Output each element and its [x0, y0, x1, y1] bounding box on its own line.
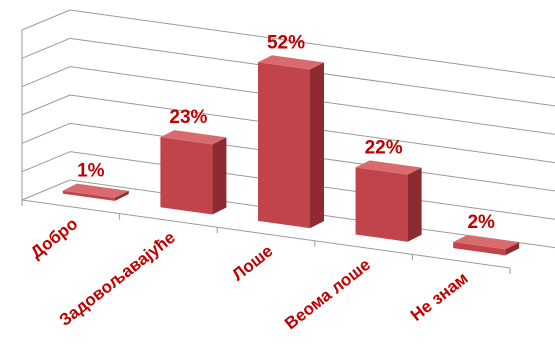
gridline-side	[21, 37, 71, 59]
bar-side-1	[114, 190, 129, 201]
bar-side-3	[310, 62, 324, 229]
gridline-side	[21, 9, 71, 31]
gridline-side	[21, 151, 71, 173]
value-label-2: 23%	[169, 107, 207, 128]
bar-front-3	[258, 62, 310, 229]
value-labels: 1% 23% 52% 22% 2%	[77, 32, 495, 233]
bar-top-4	[355, 160, 422, 175]
value-label-4: 22%	[365, 137, 403, 158]
value-label-3: 52%	[267, 32, 305, 53]
value-label-5: 2%	[467, 212, 495, 233]
gridline-side	[21, 122, 71, 144]
bar-side-4	[407, 167, 422, 242]
chart-bars	[62, 55, 520, 256]
category-label-2: Задовољавајуће	[56, 228, 179, 330]
gridline-side	[21, 94, 71, 116]
bar-top-5	[453, 234, 520, 250]
bar-top-1	[62, 183, 129, 198]
bar-top-2	[160, 130, 227, 145]
category-label-5: Не знам	[407, 268, 472, 324]
category-label-1: Добро	[27, 214, 81, 262]
bar-top-3	[258, 55, 324, 70]
bar-side-5	[505, 242, 520, 256]
bar-front-5	[453, 241, 506, 256]
gridline-side	[21, 66, 71, 88]
bar-front-4	[355, 167, 408, 242]
gridline	[69, 9, 555, 79]
floor-front-edge	[21, 199, 511, 269]
gridline-side	[21, 179, 71, 201]
bar-front-1	[62, 190, 115, 201]
value-label-1: 1%	[77, 161, 105, 182]
bar-side-2	[212, 137, 227, 215]
category-label-3: Лоше	[229, 241, 277, 284]
category-label-4: Веома лоше	[281, 255, 374, 333]
bar-front-2	[160, 137, 213, 215]
